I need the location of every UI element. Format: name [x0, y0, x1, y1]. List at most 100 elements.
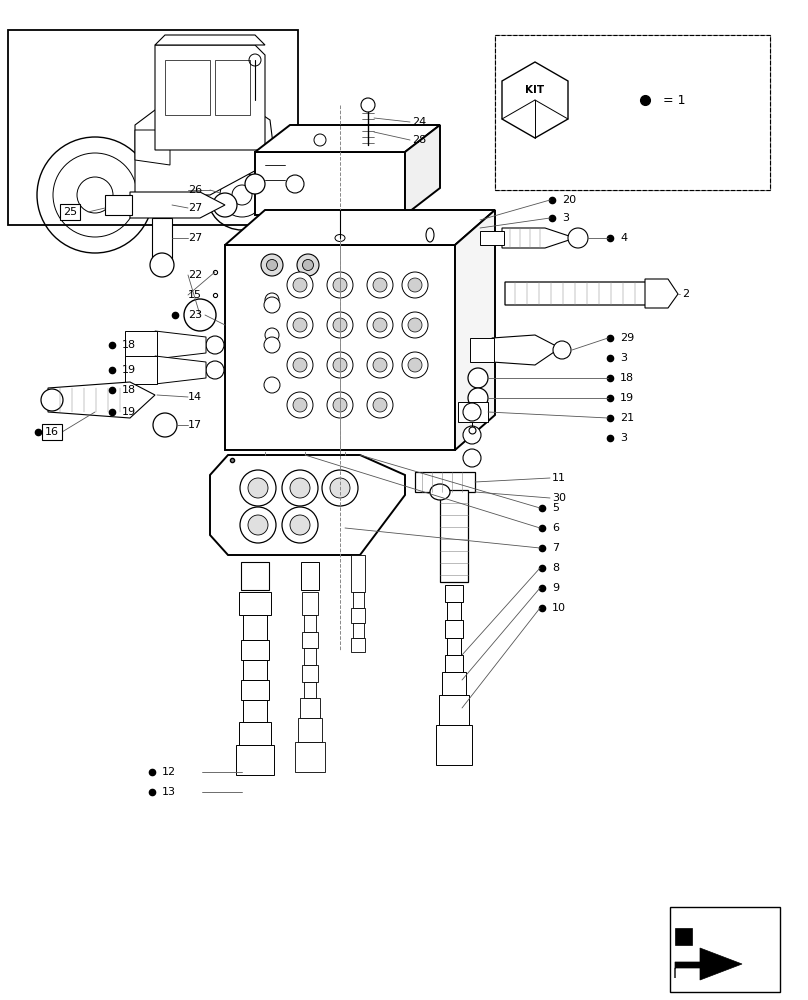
Bar [301, 562, 319, 590]
Polygon shape [243, 660, 267, 680]
Polygon shape [295, 742, 325, 772]
Circle shape [361, 98, 375, 112]
Polygon shape [304, 615, 316, 632]
Circle shape [287, 392, 313, 418]
Polygon shape [675, 948, 742, 980]
Circle shape [463, 403, 481, 421]
Circle shape [568, 228, 588, 248]
Polygon shape [304, 682, 316, 698]
Circle shape [240, 470, 276, 506]
Circle shape [327, 312, 353, 338]
Text: 19: 19 [122, 407, 136, 417]
Text: 14: 14 [188, 392, 202, 402]
Polygon shape [502, 228, 575, 248]
Circle shape [184, 299, 216, 331]
Ellipse shape [362, 145, 374, 151]
Circle shape [402, 312, 428, 338]
Circle shape [248, 515, 268, 535]
Bar [8, 30, 298, 225]
Polygon shape [645, 279, 678, 308]
Polygon shape [302, 592, 318, 615]
Polygon shape [302, 632, 318, 648]
Text: = 1: = 1 [663, 94, 685, 106]
Text: 27: 27 [188, 203, 202, 213]
Circle shape [206, 336, 224, 354]
Text: 10: 10 [552, 603, 566, 613]
Circle shape [402, 352, 428, 378]
Text: 19: 19 [122, 365, 136, 375]
Text: 12: 12 [162, 767, 176, 777]
Polygon shape [436, 725, 472, 765]
Ellipse shape [430, 484, 450, 500]
Polygon shape [351, 638, 365, 652]
Circle shape [314, 134, 326, 146]
Circle shape [463, 449, 481, 467]
Circle shape [328, 460, 352, 484]
Polygon shape [351, 555, 365, 592]
Ellipse shape [426, 228, 434, 242]
Polygon shape [302, 665, 318, 682]
Circle shape [293, 278, 307, 292]
Polygon shape [445, 655, 463, 672]
Text: 23: 23 [188, 310, 202, 320]
Text: 11: 11 [552, 473, 566, 483]
Ellipse shape [335, 234, 345, 241]
Polygon shape [447, 602, 461, 620]
Text: 28: 28 [412, 135, 427, 145]
Circle shape [265, 293, 279, 307]
Circle shape [282, 507, 318, 543]
Circle shape [408, 358, 422, 372]
Circle shape [468, 368, 488, 388]
Polygon shape [445, 585, 463, 602]
Text: 3: 3 [620, 353, 627, 363]
Circle shape [245, 174, 265, 194]
Circle shape [261, 254, 283, 276]
Circle shape [322, 470, 358, 506]
Polygon shape [470, 338, 494, 362]
Text: 9: 9 [552, 583, 559, 593]
Polygon shape [442, 672, 466, 695]
Circle shape [333, 278, 347, 292]
Polygon shape [440, 490, 468, 582]
Circle shape [463, 426, 481, 444]
Polygon shape [135, 110, 275, 195]
Circle shape [367, 352, 393, 378]
Text: 17: 17 [188, 420, 202, 430]
Polygon shape [439, 695, 469, 725]
Polygon shape [155, 35, 265, 45]
Polygon shape [255, 152, 405, 215]
Circle shape [282, 470, 318, 506]
Circle shape [240, 507, 276, 543]
Circle shape [264, 377, 280, 393]
Polygon shape [351, 608, 365, 623]
Circle shape [290, 515, 310, 535]
Polygon shape [455, 210, 495, 450]
Polygon shape [243, 615, 267, 640]
Circle shape [330, 478, 350, 498]
Polygon shape [458, 402, 488, 422]
Circle shape [373, 318, 387, 332]
Polygon shape [505, 282, 665, 305]
Polygon shape [405, 125, 440, 215]
Text: 3: 3 [562, 213, 569, 223]
Bar [670, 907, 780, 992]
Circle shape [287, 272, 313, 298]
Text: 30: 30 [552, 493, 566, 503]
Circle shape [293, 318, 307, 332]
Text: 16: 16 [45, 427, 59, 437]
Text: 3: 3 [620, 433, 627, 443]
Polygon shape [492, 335, 560, 365]
Text: 8: 8 [552, 563, 559, 573]
Polygon shape [125, 331, 157, 359]
Bar [215, 60, 250, 115]
Polygon shape [447, 638, 461, 655]
Text: KIT: KIT [525, 85, 545, 95]
Polygon shape [155, 356, 206, 384]
Circle shape [302, 259, 314, 270]
Circle shape [408, 318, 422, 332]
Polygon shape [415, 472, 475, 492]
Text: 25: 25 [63, 207, 77, 217]
Text: 7: 7 [552, 543, 559, 553]
Polygon shape [48, 382, 155, 418]
Circle shape [267, 259, 277, 270]
